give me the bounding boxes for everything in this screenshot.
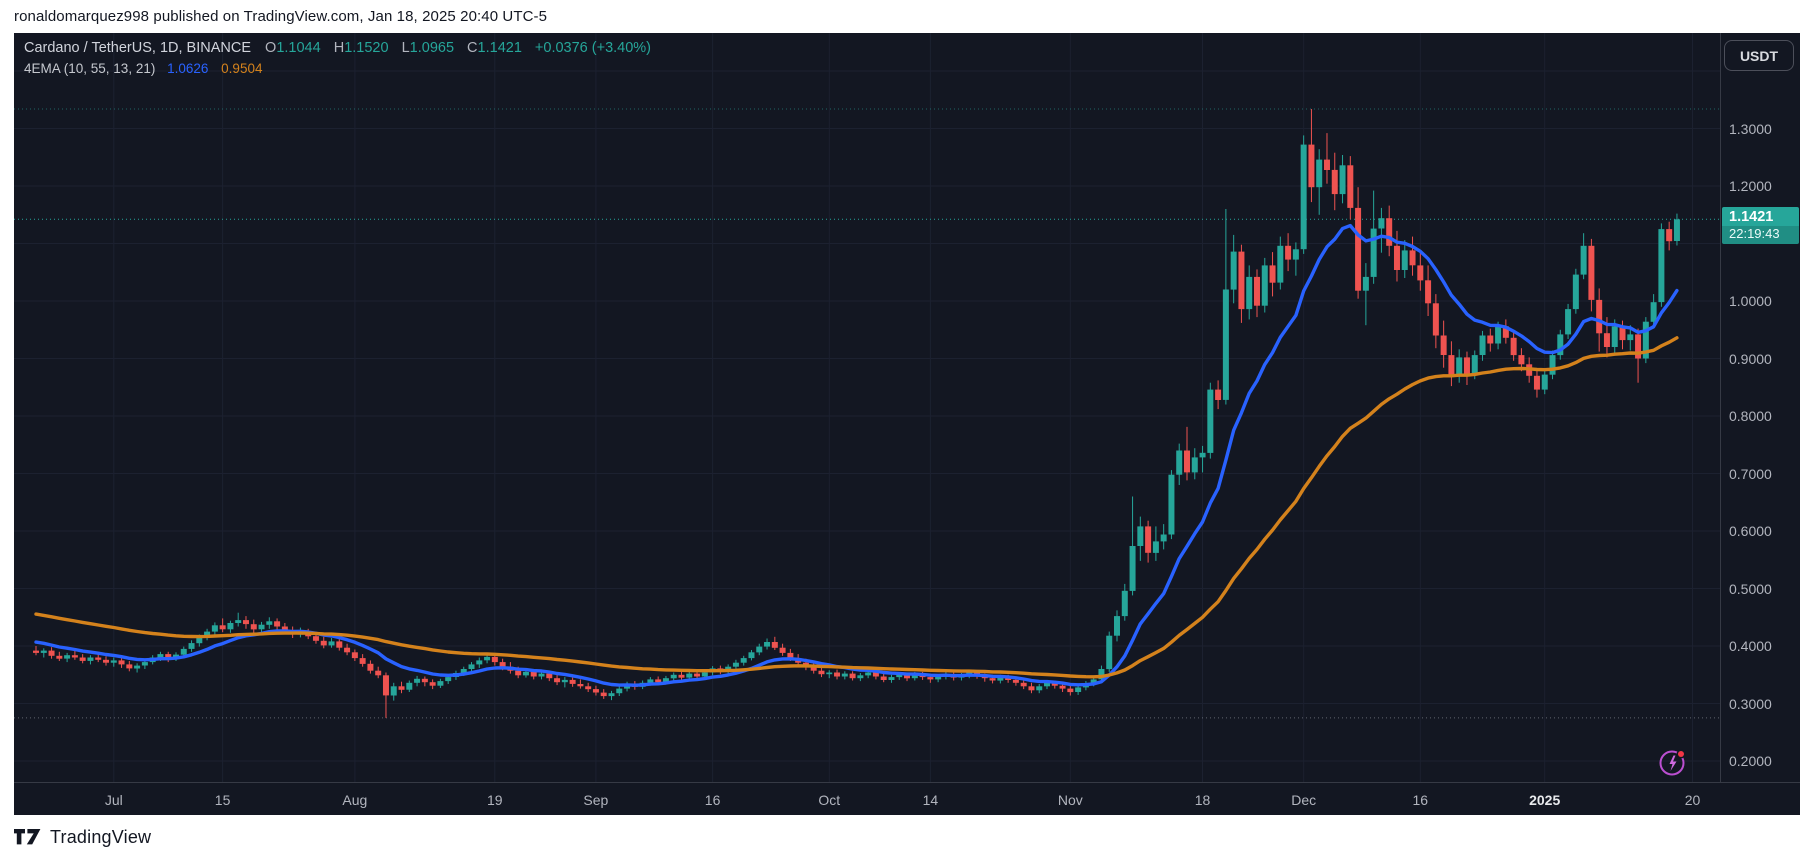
time-axis-label: 15 [214, 792, 231, 808]
time-axis-label: 16 [704, 792, 721, 808]
low-value: 1.0965 [409, 40, 455, 56]
publish-info-text: ronaldomarquez998 published on TradingVi… [14, 8, 548, 25]
time-axis[interactable]: Jul 15 Aug 19 Sep 16 Oct 14 Nov 18 Dec 16 2025 20 [14, 782, 1800, 815]
tradingview-logomark-icon [14, 829, 41, 845]
currency-toggle-button[interactable]: USDT [1724, 40, 1794, 71]
price-axis-label: 0.3000 [1729, 695, 1772, 712]
time-axis-label: 16 [1412, 792, 1429, 808]
price-level-lines [14, 108, 1720, 719]
time-axis-label: Dec [1291, 792, 1317, 808]
ema-slow-value: 0.9504 [221, 61, 263, 76]
footer-brand: TradingView [14, 822, 151, 852]
price-axis-label: 0.7000 [1729, 465, 1772, 482]
tradingview-brand-text: TradingView [50, 826, 152, 847]
flash-ideas-button[interactable] [1657, 747, 1687, 777]
time-axis-label: Aug [342, 792, 368, 808]
low-label: L [401, 40, 410, 56]
tradingview-logo[interactable]: TradingView [14, 827, 151, 848]
price-axis-label: 0.5000 [1729, 580, 1772, 597]
flash-icon [1659, 749, 1686, 776]
high-value: 1.1520 [344, 40, 389, 56]
last-price-badge: 1.1421 22:19:43 [1722, 207, 1799, 245]
indicator-title[interactable]: 4EMA (10, 55, 13, 21) [24, 61, 156, 76]
time-axis-label: Oct [818, 792, 841, 808]
price-axis-label: 0.2000 [1729, 753, 1772, 769]
price-axis-label: 0.9000 [1729, 350, 1772, 367]
price-axis[interactable]: USDT 1.3000 1.2000 1.0000 0.9000 0.8000 0.700… [1720, 33, 1800, 782]
time-axis-label: 14 [922, 792, 939, 808]
open-label: O [265, 40, 277, 56]
time-axis-label: 20 [1684, 792, 1701, 808]
grid-lines [14, 33, 1720, 782]
time-axis-label: Nov [1057, 792, 1083, 808]
high-label: H [333, 40, 345, 56]
chart-area[interactable]: Cardano / TetherUS, 1D, BINANCE O1.1044 … [14, 33, 1720, 782]
bar-countdown: 22:19:43 [1722, 226, 1799, 245]
price-axis-label: 0.4000 [1729, 638, 1772, 654]
legend-indicator-row: 4EMA (10, 55, 13, 21) 1.0626 0.9504 [24, 59, 651, 79]
legend-symbol-row: Cardano / TetherUS, 1D, BINANCE O1.1044 … [24, 38, 651, 59]
publish-info-bar: ronaldomarquez998 published on TradingVi… [14, 0, 547, 33]
price-axis-label: 1.2000 [1729, 178, 1772, 194]
price-axis-label: 0.6000 [1729, 523, 1772, 539]
last-price-value: 1.1421 [1729, 209, 1774, 226]
time-axis-label: Sep [583, 792, 609, 808]
chart-legend: Cardano / TetherUS, 1D, BINANCE O1.1044 … [24, 38, 651, 79]
price-axis-label: 1.3000 [1729, 120, 1772, 137]
close-value: 1.1421 [477, 40, 522, 56]
time-axis-label: 2025 [1529, 792, 1561, 808]
price-axis-label: 1.0000 [1729, 293, 1772, 309]
ema-fast-value: 1.0626 [167, 61, 209, 76]
chart-panel: Cardano / TetherUS, 1D, BINANCE O1.1044 … [14, 33, 1800, 815]
candlestick-chart-canvas[interactable] [14, 33, 1720, 782]
symbol-title[interactable]: Cardano / TetherUS, 1D, BINANCE [24, 40, 251, 56]
time-axis-label: Jul [104, 792, 123, 808]
ema-lines [34, 223, 1679, 687]
time-axis-label: 18 [1194, 792, 1211, 808]
price-axis-label: 0.8000 [1729, 408, 1772, 424]
open-value: 1.1044 [276, 40, 321, 56]
close-label: C [467, 40, 478, 56]
change-value: +0.0376 (+3.40%) [534, 40, 652, 56]
time-axis-label: 19 [487, 792, 503, 808]
candles [33, 109, 1680, 718]
